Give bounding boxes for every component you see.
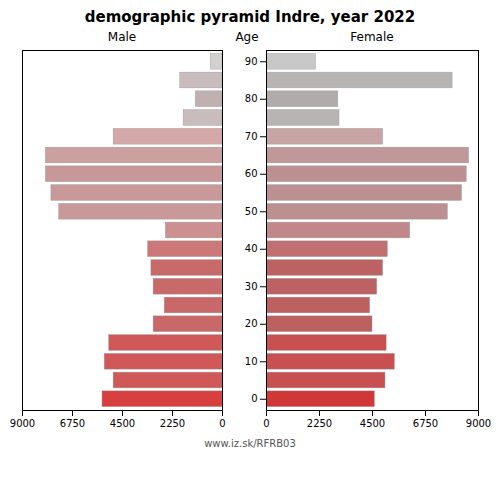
svg-text:2250: 2250 (160, 418, 185, 429)
svg-text:60: 60 (245, 168, 258, 179)
svg-text:50: 50 (245, 206, 258, 217)
html-text:Female: Female (350, 30, 394, 44)
svg-text:30: 30 (245, 281, 258, 292)
html-text:demographic pyramid Indre, yea: demographic pyramid Indre, year 2022 (84, 8, 416, 26)
svg-text:0: 0 (263, 418, 269, 429)
svg-text:4500: 4500 (110, 418, 135, 429)
html-text:Male: Male (107, 30, 137, 44)
html-text:www.iz.sk/RFRB03: www.iz.sk/RFRB03 (204, 438, 296, 449)
svg-text:40: 40 (245, 243, 258, 254)
svg-text:0: 0 (251, 393, 257, 404)
svg-text:6750: 6750 (413, 418, 438, 429)
svg-text:6750: 6750 (60, 418, 85, 429)
svg-text:9000: 9000 (10, 418, 35, 429)
html-text:Age: Age (235, 30, 259, 44)
svg-text:70: 70 (245, 131, 258, 142)
svg-text:80: 80 (245, 93, 258, 104)
svg-text:10: 10 (245, 356, 258, 367)
svg-text:20: 20 (245, 318, 258, 329)
svg-text:0: 0 (219, 418, 225, 429)
svg-text:2250: 2250 (307, 418, 332, 429)
svg-text:9000: 9000 (466, 418, 491, 429)
svg-text:90: 90 (245, 56, 258, 67)
svg-text:4500: 4500 (360, 418, 385, 429)
